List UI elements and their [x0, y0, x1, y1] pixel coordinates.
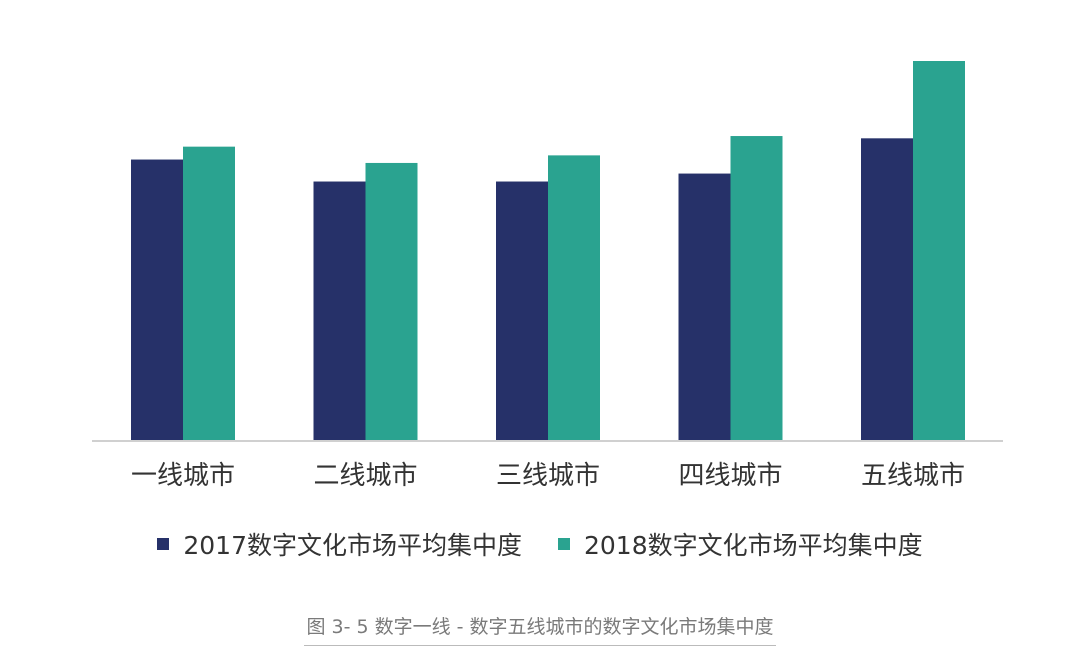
bar-2018-1	[183, 146, 235, 441]
x-tick-label: 一线城市	[131, 461, 235, 491]
bar-chart: 一线城市 二线城市 三线城市 四线城市 五线城市	[92, 61, 1003, 491]
bar-2017-3	[496, 181, 548, 440]
legend-item-2018: 2018数字文化市场平均集中度	[558, 526, 923, 562]
legend: 2017数字文化市场平均集中度 2018数字文化市场平均集中度	[0, 524, 1080, 564]
x-tick-label: 二线城市	[313, 461, 417, 491]
bar-2018-2	[365, 162, 418, 441]
x-tick-label: 四线城市	[678, 461, 782, 491]
legend-item-2017: 2017数字文化市场平均集中度	[157, 526, 522, 562]
x-tick-label: 五线城市	[861, 461, 965, 491]
legend-swatch-2017	[157, 538, 170, 550]
figure-caption: 图 3- 5 数字一线 - 数字五线城市的数字文化市场集中度	[0, 612, 1080, 646]
bar-2018-4	[730, 136, 783, 441]
bar-2017-2	[313, 181, 366, 440]
bar-2018-5	[913, 61, 965, 440]
bar-2017-1	[131, 159, 183, 441]
bar-2017-4	[678, 173, 731, 441]
legend-swatch-2018	[558, 538, 570, 550]
legend-label-2018: 2018数字文化市场平均集中度	[584, 531, 923, 560]
x-tick-label: 三线城市	[496, 461, 600, 491]
bar-2018-3	[548, 155, 600, 440]
legend-label-2017: 2017数字文化市场平均集中度	[183, 531, 522, 560]
figure-caption-text: 图 3- 5 数字一线 - 数字五线城市的数字文化市场集中度	[304, 612, 776, 646]
bar-2017-5	[861, 138, 913, 441]
